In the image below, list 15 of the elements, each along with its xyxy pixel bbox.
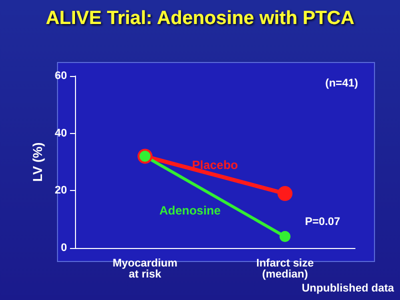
chart-title: ALIVE Trial: Adenosine with PTCA xyxy=(46,8,355,29)
y-tick-label: 0 xyxy=(60,242,67,254)
x-tick-label: Myocardium at risk xyxy=(112,258,178,280)
x-tick-label: Infarct size (median) xyxy=(256,258,314,280)
annotation: P=0.07 xyxy=(305,216,340,228)
y-tick-label: 60 xyxy=(54,70,67,82)
point xyxy=(280,231,290,242)
y-tick-label: 40 xyxy=(54,127,67,140)
text: Unpublished data xyxy=(302,282,395,294)
series-label: Adenosine xyxy=(159,203,221,218)
annotation: (n=41) xyxy=(325,78,358,90)
point xyxy=(278,186,292,202)
y-axis-title: LV (%) xyxy=(30,142,45,182)
y-tick-label: 20 xyxy=(54,184,67,197)
series-label: Placebo xyxy=(192,158,238,172)
